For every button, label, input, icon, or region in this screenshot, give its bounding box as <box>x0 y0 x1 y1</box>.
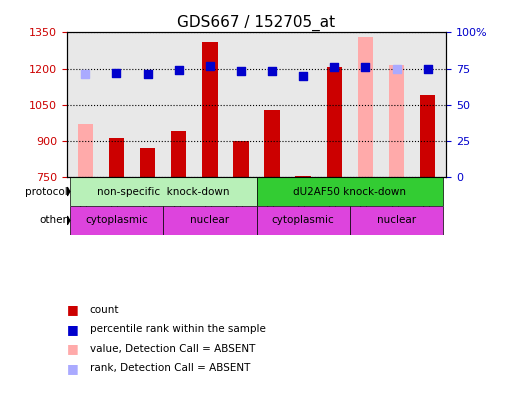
Text: non-specific  knock-down: non-specific knock-down <box>97 187 229 196</box>
Point <box>174 67 183 73</box>
Bar <box>109 139 124 177</box>
Bar <box>256 177 443 206</box>
Point <box>330 64 339 70</box>
Text: nuclear: nuclear <box>377 215 416 226</box>
Bar <box>70 206 163 235</box>
Point <box>392 65 401 72</box>
Polygon shape <box>67 216 70 225</box>
Point <box>144 71 152 78</box>
Bar <box>233 141 249 177</box>
Point <box>112 70 121 76</box>
Bar <box>140 148 155 177</box>
Bar <box>202 42 218 177</box>
Bar <box>358 37 373 177</box>
Text: protocol: protocol <box>25 187 67 196</box>
Point <box>237 68 245 75</box>
Bar <box>256 206 350 235</box>
Bar <box>163 206 256 235</box>
Bar <box>295 176 311 177</box>
Text: count: count <box>90 305 120 315</box>
Bar <box>171 131 187 177</box>
Text: cytoplasmic: cytoplasmic <box>272 215 334 226</box>
Point <box>81 71 89 78</box>
Point <box>361 64 369 70</box>
Text: value, Detection Call = ABSENT: value, Detection Call = ABSENT <box>90 344 255 354</box>
Bar <box>264 109 280 177</box>
Text: percentile rank within the sample: percentile rank within the sample <box>90 324 266 334</box>
Bar <box>389 65 404 177</box>
Bar <box>420 95 436 177</box>
Text: ■: ■ <box>67 323 78 336</box>
Bar <box>350 206 443 235</box>
Bar <box>326 67 342 177</box>
Text: other: other <box>40 215 67 226</box>
Text: ■: ■ <box>67 362 78 375</box>
Title: GDS667 / 152705_at: GDS667 / 152705_at <box>177 15 336 31</box>
Point <box>206 62 214 69</box>
Polygon shape <box>67 187 70 196</box>
Text: ■: ■ <box>67 303 78 316</box>
Point <box>268 68 276 75</box>
Text: nuclear: nuclear <box>190 215 229 226</box>
Text: cytoplasmic: cytoplasmic <box>85 215 148 226</box>
Point <box>424 65 432 72</box>
Text: dU2AF50 knock-down: dU2AF50 knock-down <box>293 187 406 196</box>
Point <box>299 72 307 79</box>
Bar <box>77 124 93 177</box>
Bar <box>70 177 256 206</box>
Text: rank, Detection Call = ABSENT: rank, Detection Call = ABSENT <box>90 363 250 373</box>
Text: ■: ■ <box>67 342 78 355</box>
